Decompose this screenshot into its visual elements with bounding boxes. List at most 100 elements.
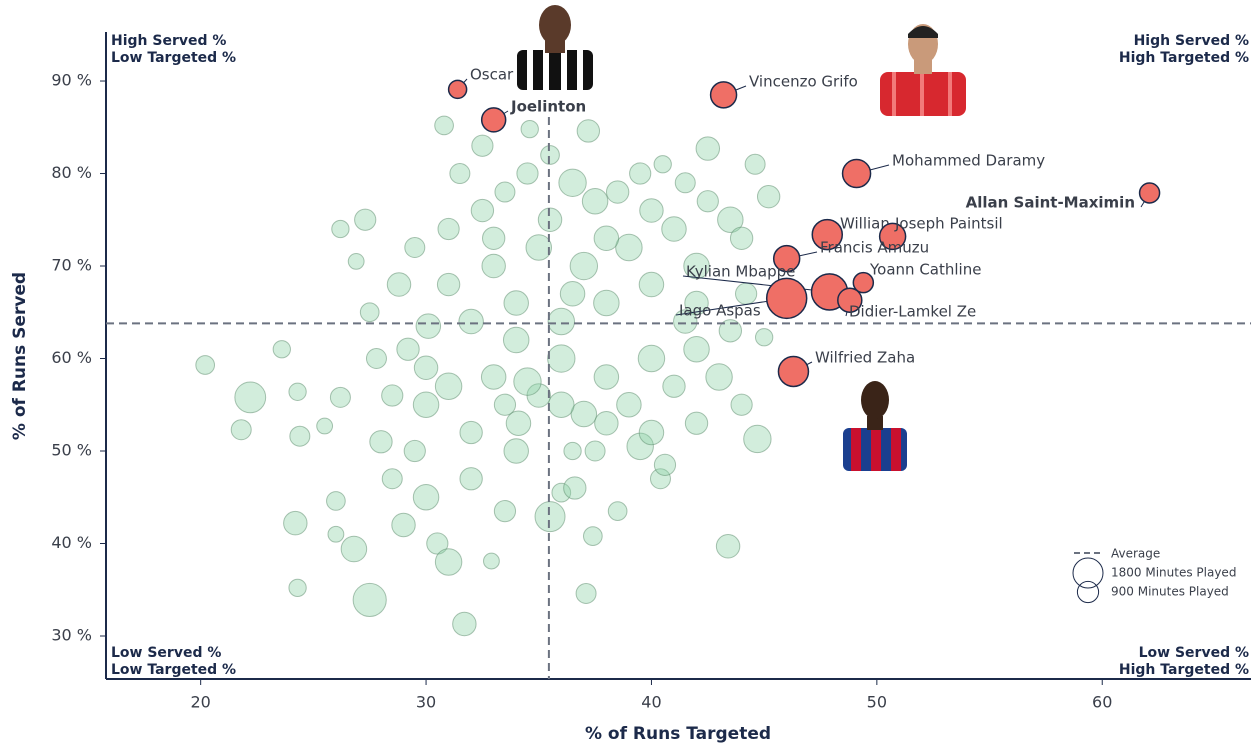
bubble (575, 582, 597, 604)
highlight-bubble (878, 222, 907, 251)
quadrant-label: High Served % (1134, 33, 1249, 49)
bubble (381, 384, 404, 407)
bubble (684, 411, 709, 435)
bubble (404, 237, 426, 259)
bubble (449, 163, 471, 185)
legend-label: 1800 Minutes Played (1111, 566, 1236, 580)
player-photo (517, 5, 593, 90)
player-label: Joelinton (510, 98, 586, 116)
player-label: Yoann Cathline (869, 261, 981, 279)
highlight-bubble (765, 277, 808, 320)
bubble (513, 367, 542, 396)
quadrant-label: Low Served % (111, 645, 221, 661)
bubble (607, 501, 628, 521)
highlight-bubble (852, 271, 875, 294)
bubble (715, 534, 741, 559)
bubble (569, 251, 599, 281)
bubble (729, 226, 754, 250)
bubble (582, 526, 603, 546)
bubble (516, 162, 539, 185)
bubble (458, 308, 484, 335)
bubble (493, 500, 517, 523)
legend-label: 900 Minutes Played (1111, 585, 1229, 599)
bubble (593, 289, 620, 317)
bubble (754, 328, 774, 347)
x-tick-label: 30 (416, 693, 436, 712)
bubble (483, 552, 500, 570)
player-label: Joseph Paintsil (894, 215, 1003, 233)
y-tick-label: 60 % (51, 348, 92, 367)
bubble (593, 225, 620, 252)
bubble (434, 548, 463, 576)
bubble (471, 134, 494, 157)
bubble (673, 309, 698, 334)
bubble (503, 290, 529, 316)
bubble (718, 319, 743, 343)
player-photo (843, 381, 907, 471)
bubble (629, 162, 652, 185)
bubble (412, 484, 440, 511)
highlight-bubble (811, 218, 844, 251)
bubble (503, 438, 529, 464)
quadrant-label: Low Targeted % (111, 50, 236, 66)
bubble (696, 190, 719, 213)
bubble (639, 198, 664, 223)
bubble (272, 340, 291, 359)
bubble (581, 188, 609, 215)
legend-label: Average (1111, 547, 1160, 561)
quadrant-label: Low Served % (1139, 645, 1249, 661)
bubble (525, 234, 553, 261)
bubble (547, 307, 576, 336)
bubble (331, 219, 350, 239)
player-label: Oscar (470, 66, 514, 84)
bubble (481, 226, 506, 250)
bubble (626, 432, 654, 461)
bubble (695, 136, 721, 161)
bubble (437, 217, 460, 241)
bubble (289, 425, 311, 447)
player-label: Kylian Mbappe (686, 263, 795, 281)
bubble (756, 184, 781, 209)
quadrant-label: High Targeted % (1119, 50, 1249, 66)
bubble (386, 272, 412, 297)
y-tick-label: 40 % (51, 533, 92, 552)
bubble (653, 155, 672, 174)
bubble (615, 233, 643, 262)
bubble (415, 313, 442, 339)
bubble (434, 115, 454, 136)
bubble (653, 453, 677, 476)
bubble (547, 344, 576, 373)
bubble (559, 281, 586, 307)
player-photo (880, 24, 966, 116)
bubble (403, 439, 426, 463)
bubble (413, 355, 439, 380)
bubble (570, 400, 598, 428)
bubble (593, 364, 620, 390)
bubble (493, 393, 517, 416)
player-label: Wilfried Zaha (815, 349, 915, 367)
bubble (730, 393, 753, 416)
bubble (481, 253, 506, 279)
bubble (452, 611, 477, 637)
bubble (563, 441, 582, 461)
bubble (638, 419, 665, 446)
bubble (459, 467, 483, 491)
bubble (684, 290, 709, 316)
highlight-bubble (837, 287, 863, 313)
bubble (662, 374, 686, 398)
bubble (470, 198, 495, 223)
highlight-bubble (841, 158, 872, 189)
player-label: Iago Aspas (679, 302, 761, 320)
legend-bubble (1076, 580, 1100, 604)
y-tick-label: 30 % (51, 625, 92, 644)
bubble (459, 420, 483, 445)
bubble (674, 172, 696, 194)
bubble (534, 501, 566, 533)
y-tick-label: 90 % (51, 71, 92, 90)
bubble (426, 532, 449, 555)
player-label: Francis Amuzu (820, 239, 929, 257)
bubble (563, 476, 587, 500)
y-tick-label: 80 % (51, 163, 92, 182)
bubble (369, 430, 393, 454)
bubble (638, 271, 665, 298)
